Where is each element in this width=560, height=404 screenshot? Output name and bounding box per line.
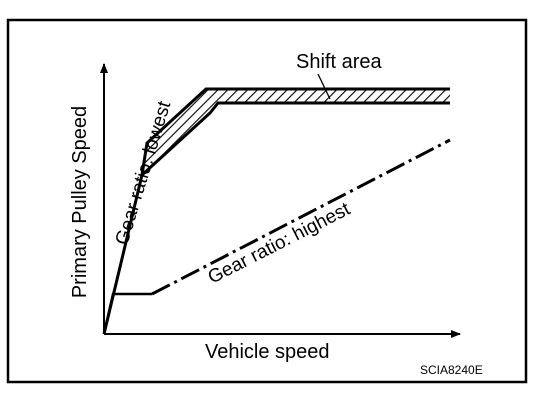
shift-area-band [142,89,450,175]
figure-frame [6,18,528,384]
gear-ratio-highest-solid [102,292,152,335]
y-axis-label: Primary Pulley Speed [69,106,91,298]
upper-limit-line [140,87,450,176]
figure-code: SCIA8240E [420,363,483,377]
shift-area-lower-edge [140,101,450,177]
shift-area-label: Shift area [296,51,382,73]
shift-area-leader [317,73,331,100]
x-axis-label: Vehicle speed [205,341,330,363]
gear-ratio-highest-line [151,138,451,296]
